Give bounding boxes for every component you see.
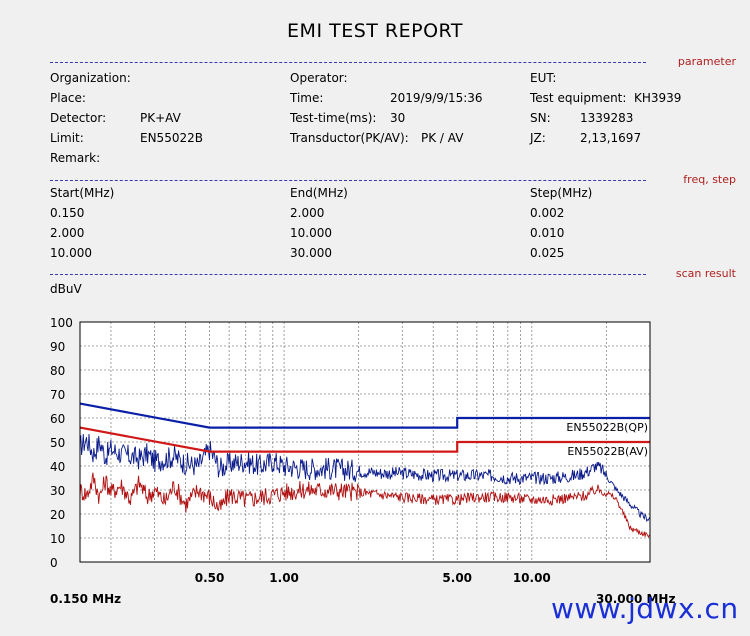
y-tick-label: 90 <box>50 340 65 354</box>
limit-line-2 <box>79 426 650 453</box>
transductor-label: Transductor(PK/AV): <box>290 131 409 145</box>
freq-row-3-step: 0.025 <box>530 246 565 260</box>
place-label: Place: <box>50 91 86 105</box>
limit-line-label: EN55022B(QP) <box>566 421 648 434</box>
freq-header-step: Step(MHz) <box>530 186 593 200</box>
y-tick-label: 10 <box>50 532 65 546</box>
plot-frame <box>79 321 651 563</box>
scan-result-divider <box>50 274 646 275</box>
y-tick-label: 70 <box>50 388 65 402</box>
measurement-trace-2 <box>79 472 651 538</box>
freq-row-1-step: 0.002 <box>530 206 565 220</box>
jz-value: 2,13,1697 <box>580 131 642 145</box>
remark-label: Remark: <box>50 151 101 165</box>
freq-header-start: Start(MHz) <box>50 186 115 200</box>
y-axis-unit-label: dBuV <box>50 282 82 296</box>
freq-header-end: End(MHz) <box>290 186 348 200</box>
sn-label: SN: <box>530 111 551 125</box>
detector-label: Detector: <box>50 111 107 125</box>
scan-result-section-tag: scan result <box>672 267 736 280</box>
y-tick-label: 20 <box>50 508 65 522</box>
freq-row-3-end: 30.000 <box>290 246 332 260</box>
limit-value: EN55022B <box>140 131 203 145</box>
time-label: Time: <box>290 91 324 105</box>
equipment-value: KH3939 <box>634 91 682 105</box>
x-start-label: 0.150 MHz <box>50 592 122 606</box>
freq-row-3-start: 10.000 <box>50 246 92 260</box>
detector-value: PK+AV <box>140 111 181 125</box>
freq-row-1-start: 0.150 <box>50 206 85 220</box>
y-tick-label: 30 <box>50 484 65 498</box>
freq-step-section-tag: freq, step <box>680 173 736 186</box>
freq-row-1-end: 2.000 <box>290 206 325 220</box>
x-tick-label: 0.50 <box>195 571 225 585</box>
x-tick-label: 5.00 <box>442 571 472 585</box>
freq-row-2-start: 2.000 <box>50 226 85 240</box>
parameter-section-tag: parameter <box>674 55 736 68</box>
y-tick-label: 80 <box>50 364 65 378</box>
x-tick-label: 10.00 <box>513 571 551 585</box>
testtime-label: Test-time(ms): <box>290 111 377 125</box>
limit-line-label: EN55022B(AV) <box>567 445 648 458</box>
y-tick-label: 60 <box>50 412 65 426</box>
x-tick-label: 1.00 <box>269 571 299 585</box>
organization-label: Organization: <box>50 71 131 85</box>
limit-label: Limit: <box>50 131 84 145</box>
freq-row-2-end: 10.000 <box>290 226 332 240</box>
watermark-text: www.jdwx.cn <box>551 592 739 625</box>
report-title: EMI TEST REPORT <box>287 20 463 42</box>
time-value: 2019/9/9/15:36 <box>390 91 483 105</box>
freq-step-divider <box>50 180 646 181</box>
parameter-divider <box>50 62 646 63</box>
equipment-label: Test equipment: <box>530 91 627 105</box>
y-tick-label: 40 <box>50 460 65 474</box>
y-tick-label: 100 <box>50 316 73 330</box>
x-end-label: 30.000 MHz <box>596 592 676 606</box>
testtime-value: 30 <box>390 111 406 125</box>
operator-label: Operator: <box>290 71 348 85</box>
y-tick-label: 50 <box>50 436 65 450</box>
eut-label: EUT: <box>530 71 557 85</box>
freq-row-2-step: 0.010 <box>530 226 565 240</box>
jz-label: JZ: <box>530 131 546 145</box>
limit-line-1 <box>79 402 650 429</box>
sn-value: 1339283 <box>580 111 634 125</box>
y-tick-label: 0 <box>50 556 58 570</box>
transductor-value: PK / AV <box>421 131 464 145</box>
measurement-trace-1 <box>79 433 651 523</box>
